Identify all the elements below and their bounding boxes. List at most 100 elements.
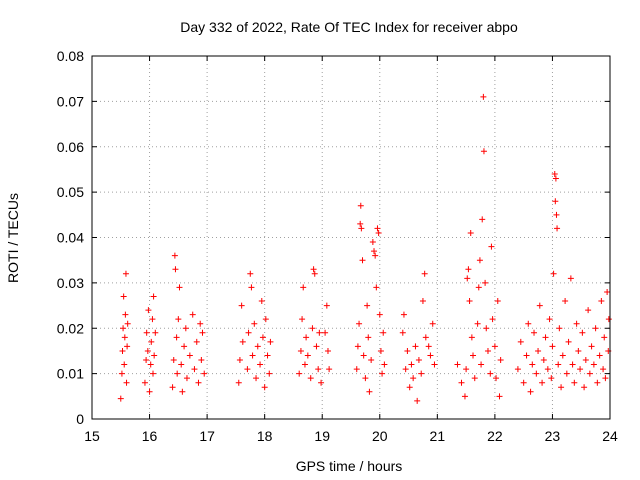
data-point [380,329,387,336]
data-point [476,257,483,264]
data-point [542,334,549,341]
data-point [487,370,494,377]
data-point [461,393,468,400]
data-point [533,370,540,377]
data-point [402,366,409,373]
y-tick-label: 0.05 [57,184,84,200]
data-point [379,370,386,377]
data-point [318,379,325,386]
data-point [119,347,126,354]
data-point [199,329,206,336]
data-point [251,320,258,327]
data-point [555,361,562,368]
data-point [478,361,485,368]
data-point [117,395,124,402]
data-point [176,284,183,291]
data-point [143,329,150,336]
data-point [357,220,364,227]
data-point [577,366,584,373]
data-point [248,284,255,291]
data-point [267,338,274,345]
grid-lines [92,56,610,419]
data-point [299,316,306,323]
data-point [520,379,527,386]
data-point [146,388,153,395]
data-point [121,361,128,368]
data-point [536,302,543,309]
data-point [201,370,208,377]
data-point [376,311,383,318]
data-point [120,293,127,300]
data-point [489,316,496,323]
data-point [494,298,501,305]
x-tick-label: 15 [84,428,100,444]
data-point [431,361,438,368]
data-point [266,370,273,377]
data-point [562,298,569,305]
data-point [244,366,251,373]
data-point [356,320,363,327]
data-point [178,361,185,368]
data-point [182,325,189,332]
data-point [410,375,417,382]
x-tick-label: 24 [602,428,618,444]
data-point [172,266,179,273]
data-point [488,243,495,250]
data-point [375,229,382,236]
data-point [324,347,331,354]
data-point [323,302,330,309]
axis-ticks: 15 16 17 18 19 20 21 22 23 24 0 0.01 0.02 0.03 0.04 0.0… [57,48,618,444]
data-point [258,298,265,305]
data-point [152,329,159,336]
data-point [358,225,365,232]
data-point [527,388,534,395]
data-point [458,379,465,386]
data-point [553,211,560,218]
data-point [236,357,243,364]
data-point [604,288,611,295]
data-point [357,202,364,209]
data-point [170,357,177,364]
data-point [377,347,384,354]
data-point [590,361,597,368]
data-point [309,325,316,332]
data-point [483,325,490,332]
data-point [304,352,311,359]
data-point [551,170,558,177]
data-point [549,343,556,350]
data-point [121,334,128,341]
data-point [575,347,582,354]
y-tick-label: 0.02 [57,320,84,336]
data-point [554,225,561,232]
data-point [539,379,546,386]
data-point [354,343,361,350]
data-point [359,257,366,264]
data-point [296,370,303,377]
data-point [466,298,473,305]
data-points [117,93,612,404]
data-point [151,352,158,359]
data-point [371,248,378,255]
data-point [372,252,379,259]
data-point [602,375,609,382]
data-point [525,320,532,327]
data-point [368,357,375,364]
data-point [517,338,524,345]
x-tick-label: 16 [142,428,158,444]
data-point [471,375,478,382]
chart-title: Day 332 of 2022, Rate Of TEC Index for r… [180,19,518,35]
data-point [540,357,547,364]
data-point [297,347,304,354]
data-point [353,366,360,373]
data-point [300,284,307,291]
data-point [571,379,578,386]
data-point [514,366,521,373]
data-point [468,334,475,341]
data-point [600,366,607,373]
y-tick-label: 0.01 [57,366,84,382]
data-point [601,334,608,341]
data-point [235,379,242,386]
y-axis-label: ROTI / TECUs [5,193,21,283]
data-point [147,361,154,368]
